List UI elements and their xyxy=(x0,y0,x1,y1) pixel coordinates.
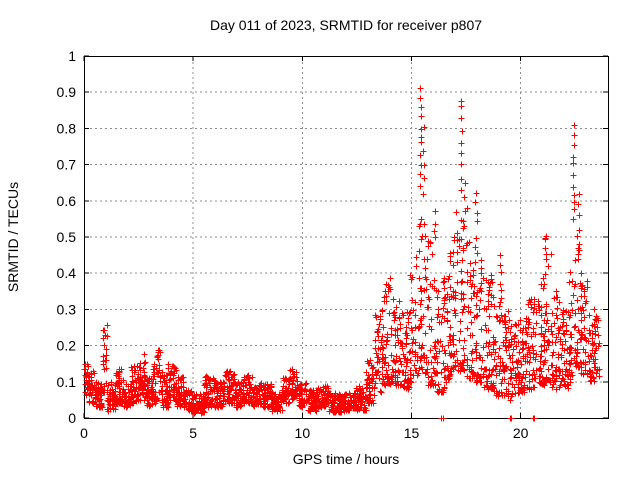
axis-ticks xyxy=(83,55,608,419)
x-axis-label: GPS time / hours xyxy=(293,451,400,467)
chart-title: Day 011 of 2023, SRMTID for receiver p80… xyxy=(210,17,482,33)
x-tick-label: 5 xyxy=(189,425,197,441)
x-tick-label: 10 xyxy=(295,425,311,441)
y-tick-label: 0.3 xyxy=(57,301,77,317)
x-tick-label: 15 xyxy=(404,425,420,441)
scatter-points xyxy=(81,85,603,422)
y-tick-label: 0.6 xyxy=(57,193,77,209)
y-tick-label: 0.1 xyxy=(57,374,77,390)
x-tick-label: 0 xyxy=(80,425,88,441)
y-tick-label: 1 xyxy=(68,48,76,64)
y-tick-label: 0.7 xyxy=(57,157,77,173)
srmtid-data-points xyxy=(81,85,603,422)
y-axis-label: SRMTID / TECUs xyxy=(5,182,21,292)
tick-labels: 00.10.20.30.40.50.60.70.80.910 5 10 15 20 xyxy=(57,48,529,441)
y-tick-label: 0.2 xyxy=(57,338,77,354)
y-tick-label: 0.9 xyxy=(57,84,77,100)
x-tick-label: 20 xyxy=(513,425,529,441)
y-tick-label: 0 xyxy=(68,410,76,426)
y-tick-label: 0.4 xyxy=(57,265,77,281)
y-tick-label: 0.5 xyxy=(57,229,77,245)
y-tick-label: 0.8 xyxy=(57,120,77,136)
